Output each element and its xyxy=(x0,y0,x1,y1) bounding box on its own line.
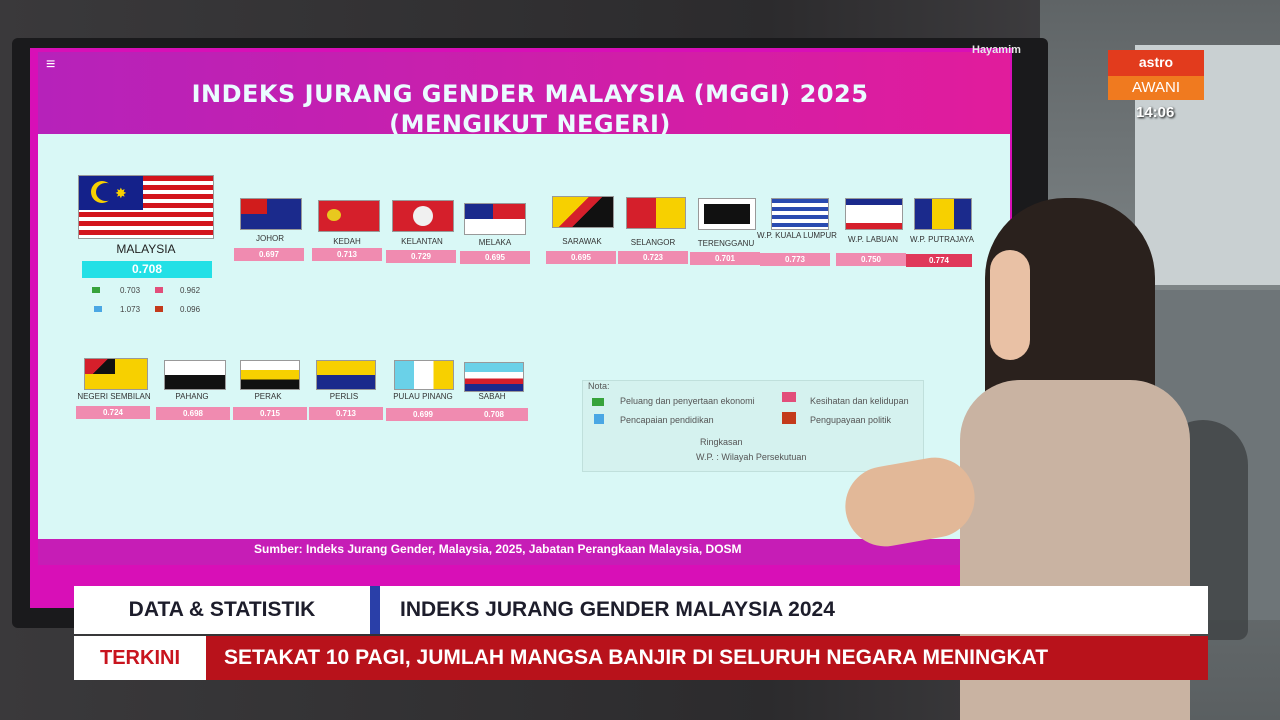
economy-icon xyxy=(592,398,604,406)
segment-category: DATA & STATISTIK xyxy=(128,598,316,621)
infographic-title: INDEKS JURANG GENDER MALAYSIA (MGGI) 202… xyxy=(191,80,869,108)
sabah-name: SABAH xyxy=(478,392,506,401)
segment-headline: INDEKS JURANG GENDER MALAYSIA 2024 xyxy=(400,598,835,621)
malaysia-economy: 0.703 xyxy=(120,286,141,295)
legend-economy: Peluang dan penyertaan ekonomi xyxy=(620,396,755,406)
johor-flag xyxy=(240,198,302,230)
source-text: Sumber: Indeks Jurang Gender, Malaysia, … xyxy=(254,542,742,556)
politics-icon xyxy=(782,412,796,424)
putrajaya-name: W.P. PUTRAJAYA xyxy=(909,235,974,244)
kuala-lumpur-score: 0.773 xyxy=(760,253,830,266)
malaysia-health: 0.962 xyxy=(180,286,201,295)
perak-flag xyxy=(240,360,300,390)
menu-icon: ≡ xyxy=(46,56,56,73)
melaka-flag xyxy=(464,203,526,235)
legend-abbr: W.P. : Wilayah Persekutuan xyxy=(696,452,807,462)
legend-abbr-title: Ringkasan xyxy=(700,437,743,447)
terengganu-score: 0.701 xyxy=(690,252,760,265)
kelantan-flag xyxy=(392,200,454,232)
logo-astro: astro xyxy=(1108,50,1204,76)
sabah-flag xyxy=(464,362,524,392)
kedah-flag xyxy=(318,200,380,232)
putrajaya-flag xyxy=(914,198,972,230)
health-icon xyxy=(155,287,163,293)
legend-health: Kesihatan dan kelidupan xyxy=(810,396,909,406)
perlis-score: 0.713 xyxy=(309,407,383,420)
sarawak-flag xyxy=(552,196,614,228)
melaka-name: MELAKA xyxy=(478,238,512,247)
lower-third-separator xyxy=(370,586,380,634)
kuala-lumpur-name: W.P. KUALA LUMPUR xyxy=(757,231,837,240)
presenter-face xyxy=(990,250,1030,360)
johor-name: JOHOR xyxy=(256,234,284,243)
pahang-name: PAHANG xyxy=(175,392,209,401)
health-icon xyxy=(782,392,796,402)
kelantan-name: KELANTAN xyxy=(401,237,443,246)
malaysia-flag: ✸ xyxy=(78,175,214,239)
channel-logo: astro AWANI xyxy=(1108,50,1204,100)
malaysia-score: 0.708 xyxy=(82,261,212,278)
sarawak-score: 0.695 xyxy=(546,251,616,264)
kedah-score: 0.713 xyxy=(312,248,382,261)
perak-name: PERAK xyxy=(254,392,282,401)
negeri-sembilan-name: NEGERI SEMBILAN xyxy=(77,392,151,401)
breaking-news-bar xyxy=(74,636,1208,680)
kuala-lumpur-flag xyxy=(771,198,829,230)
selangor-flag xyxy=(626,197,686,229)
legend-box xyxy=(582,380,924,472)
terengganu-name: TERENGGANU xyxy=(697,239,755,248)
selangor-score: 0.723 xyxy=(618,251,688,264)
negeri-sembilan-score: 0.724 xyxy=(76,406,150,419)
sabah-score: 0.708 xyxy=(460,408,528,421)
perak-score: 0.715 xyxy=(233,407,307,420)
malaysia-education: 1.073 xyxy=(120,305,141,314)
legend-title: Nota: xyxy=(588,381,610,391)
malaysia-politics: 0.096 xyxy=(180,305,201,314)
pulau-pinang-score: 0.699 xyxy=(386,408,460,421)
education-icon xyxy=(594,414,604,424)
pulau-pinang-flag xyxy=(394,360,454,390)
pahang-score: 0.698 xyxy=(156,407,230,420)
perlis-flag xyxy=(316,360,376,390)
negeri-sembilan-flag xyxy=(84,358,148,390)
source-bar xyxy=(38,539,1010,565)
broadcast-clock: 14:06 xyxy=(1136,104,1175,121)
selangor-name: SELANGOR xyxy=(630,238,676,247)
pulau-pinang-name: PULAU PINANG xyxy=(393,392,453,401)
infographic-subtitle: (MENGIKUT NEGERI) xyxy=(389,110,671,138)
monitor-brand-label: Hayamim xyxy=(972,44,1021,56)
legend-politics: Pengupayaan politik xyxy=(810,415,892,425)
lower-third-bar xyxy=(74,586,1208,634)
melaka-score: 0.695 xyxy=(460,251,530,264)
economy-icon xyxy=(92,287,100,293)
kelantan-score: 0.729 xyxy=(386,250,456,263)
pahang-flag xyxy=(164,360,226,390)
breaking-label: TERKINI xyxy=(74,636,206,680)
logo-awani: AWANI xyxy=(1108,76,1204,100)
labuan-flag xyxy=(845,198,903,230)
sarawak-name: SARAWAK xyxy=(562,237,602,246)
education-icon xyxy=(94,306,102,312)
labuan-name: W.P. LABUAN xyxy=(847,235,899,244)
terengganu-flag xyxy=(698,198,756,230)
breaking-ticker: SETAKAT 10 PAGI, JUMLAH MANGSA BANJIR DI… xyxy=(224,646,1049,669)
malaysia-label: MALAYSIA xyxy=(116,242,176,256)
politics-icon xyxy=(155,306,163,312)
kedah-name: KEDAH xyxy=(333,237,361,246)
putrajaya-score: 0.774 xyxy=(906,254,972,267)
labuan-score: 0.750 xyxy=(836,253,906,266)
legend-education: Pencapaian pendidikan xyxy=(620,415,714,425)
johor-score: 0.697 xyxy=(234,248,304,261)
title-bar xyxy=(38,52,1010,134)
perlis-name: PERLIS xyxy=(329,392,359,401)
